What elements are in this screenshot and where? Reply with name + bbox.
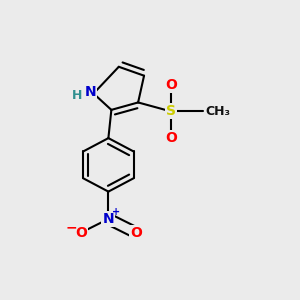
Text: −: − xyxy=(66,220,77,234)
Text: O: O xyxy=(165,78,177,92)
Text: H: H xyxy=(72,88,83,101)
Text: N: N xyxy=(103,212,114,226)
Text: O: O xyxy=(130,226,142,240)
Text: O: O xyxy=(75,226,87,240)
Text: +: + xyxy=(112,207,120,218)
Text: S: S xyxy=(166,104,176,118)
Text: CH₃: CH₃ xyxy=(205,105,230,118)
Text: N: N xyxy=(85,85,96,99)
Text: O: O xyxy=(165,131,177,145)
